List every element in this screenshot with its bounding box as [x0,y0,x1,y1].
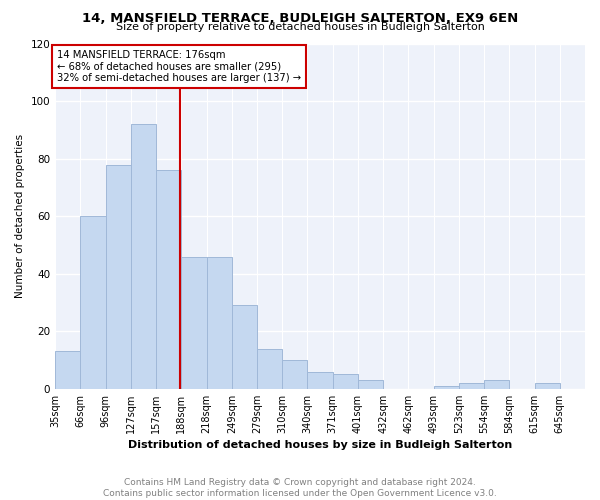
Bar [459,383,484,389]
Bar [206,256,232,389]
Bar [257,348,282,389]
Bar [181,256,206,389]
Bar [106,164,131,389]
Bar [535,383,560,389]
Bar [282,360,307,389]
Bar [80,216,106,389]
Bar [434,386,459,389]
Bar [156,170,181,389]
Bar [307,372,332,389]
Y-axis label: Number of detached properties: Number of detached properties [15,134,25,298]
Bar [332,374,358,389]
Bar [232,306,257,389]
Text: 14 MANSFIELD TERRACE: 176sqm
← 68% of detached houses are smaller (295)
32% of s: 14 MANSFIELD TERRACE: 176sqm ← 68% of de… [57,50,301,83]
Bar [55,352,80,389]
Bar [484,380,509,389]
Bar [358,380,383,389]
Text: 14, MANSFIELD TERRACE, BUDLEIGH SALTERTON, EX9 6EN: 14, MANSFIELD TERRACE, BUDLEIGH SALTERTO… [82,12,518,26]
Bar [131,124,156,389]
Text: Size of property relative to detached houses in Budleigh Salterton: Size of property relative to detached ho… [116,22,484,32]
Text: Contains HM Land Registry data © Crown copyright and database right 2024.
Contai: Contains HM Land Registry data © Crown c… [103,478,497,498]
X-axis label: Distribution of detached houses by size in Budleigh Salterton: Distribution of detached houses by size … [128,440,512,450]
